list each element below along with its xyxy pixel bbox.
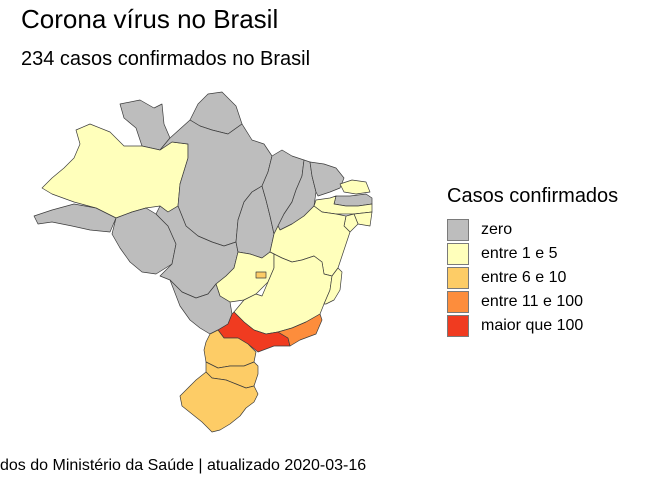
legend-swatch — [447, 243, 469, 265]
legend-title: Casos confirmados — [447, 185, 619, 207]
state-pb — [333, 193, 373, 207]
legend-label: entre 1 e 5 — [481, 245, 558, 262]
state-ac — [33, 203, 117, 233]
legend-item-1-5: entre 1 e 5 — [447, 242, 618, 266]
legend-swatch — [447, 315, 469, 337]
legend-label: maior que 100 — [481, 317, 584, 334]
state-df — [255, 271, 267, 279]
legend-label: entre 11 e 100 — [481, 293, 584, 310]
state-rn — [339, 179, 371, 195]
state-es — [323, 267, 343, 305]
map-title: Corona vírus no Brasil — [21, 4, 279, 34]
legend-item-6-10: entre 6 e 10 — [447, 266, 618, 290]
legend-item-over-100: maior que 100 — [447, 314, 618, 338]
map-subtitle: 234 casos confirmados no Brasil — [21, 48, 311, 70]
state-rs — [179, 371, 259, 433]
legend: Casos confirmados zero entre 1 e 5 entre… — [447, 185, 618, 338]
legend-swatch — [447, 219, 469, 241]
state-rj — [277, 313, 323, 347]
legend-label: zero — [481, 221, 513, 238]
state-rr — [119, 99, 171, 151]
legend-swatch — [447, 267, 469, 289]
legend-swatch — [447, 291, 469, 313]
state-ce — [309, 161, 345, 197]
legend-item-zero: zero — [447, 218, 618, 242]
legend-item-11-100: entre 11 e 100 — [447, 290, 618, 314]
source-caption: dos do Ministério da Saúde | atualizado … — [0, 457, 367, 474]
legend-label: entre 6 e 10 — [481, 269, 567, 286]
